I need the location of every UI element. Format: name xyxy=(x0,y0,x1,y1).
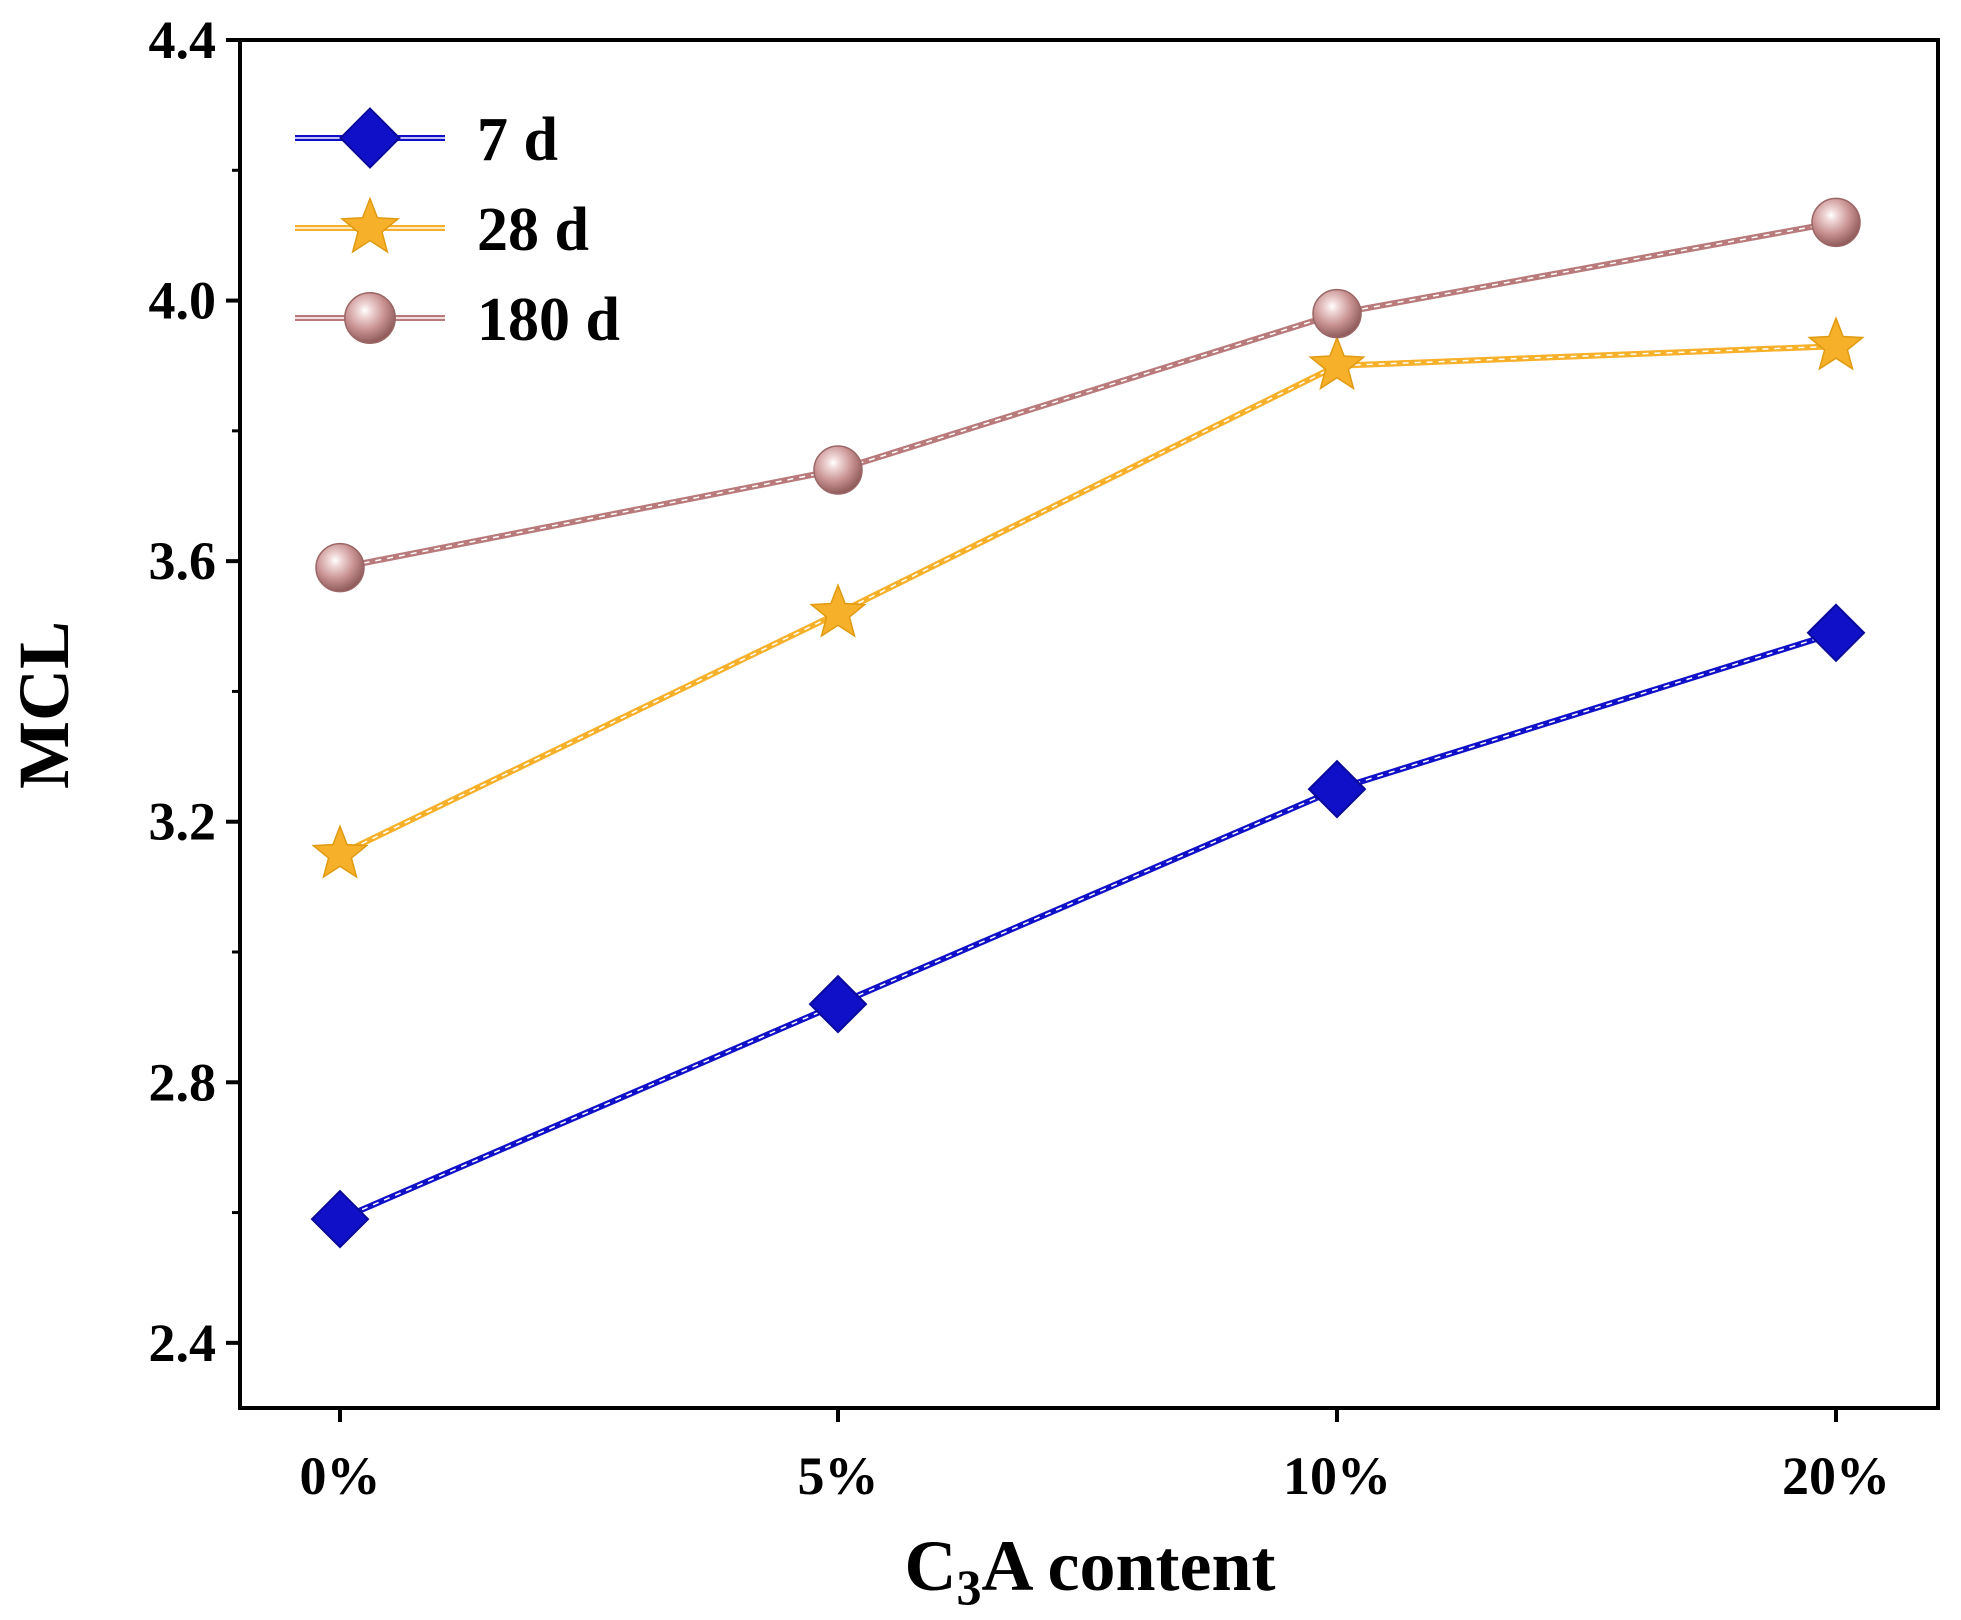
series-7d xyxy=(310,603,1866,1249)
series-28d xyxy=(311,316,1865,879)
legend-label: 180 d xyxy=(477,286,620,354)
legend-label: 28 d xyxy=(477,196,589,264)
y-tick-label: 3.6 xyxy=(149,531,217,591)
data-point xyxy=(1807,316,1865,371)
y-tick-label: 4.4 xyxy=(149,10,217,70)
series-line xyxy=(339,219,1837,571)
legend-item: 28 d xyxy=(295,196,589,264)
legend: 7 d 28 d 180 d xyxy=(295,106,620,354)
data-point xyxy=(1312,288,1362,339)
legend-label: 7 d xyxy=(477,106,558,174)
data-point xyxy=(1811,197,1861,248)
data-point xyxy=(1308,335,1366,391)
y-tick-label: 2.4 xyxy=(149,1313,217,1373)
x-tick-label: 5% xyxy=(798,1446,879,1506)
data-point xyxy=(1806,603,1866,663)
series-line-hatch xyxy=(339,221,1837,569)
data-point xyxy=(315,542,365,593)
data-point xyxy=(813,445,863,495)
data-point xyxy=(311,824,369,879)
series-line-hatch xyxy=(339,632,1837,1220)
x-tick-label: 20% xyxy=(1782,1446,1890,1506)
data-point xyxy=(809,583,867,638)
series-180d xyxy=(315,197,1861,593)
series-line xyxy=(338,343,1837,858)
y-tick-label: 4.0 xyxy=(149,271,217,331)
x-axis-title: C3A content xyxy=(905,1526,1276,1615)
data-point xyxy=(1307,759,1367,819)
legend-item: 180 d xyxy=(295,286,620,354)
legend-marker xyxy=(344,292,396,344)
y-tick-label: 2.8 xyxy=(149,1052,217,1112)
series-line-hatch xyxy=(339,345,1837,855)
legend-marker xyxy=(340,196,400,254)
series-line xyxy=(338,629,1837,1222)
data-point xyxy=(310,1189,370,1249)
data-point xyxy=(808,974,868,1034)
legend-item: 7 d xyxy=(295,106,558,174)
x-tick-label: 10% xyxy=(1283,1446,1391,1506)
x-tick-label: 0% xyxy=(300,1446,381,1506)
y-axis-title: MCL xyxy=(4,621,84,789)
y-tick-label: 3.2 xyxy=(149,792,217,852)
plot-frame xyxy=(238,38,1940,1410)
legend-marker xyxy=(339,107,401,169)
